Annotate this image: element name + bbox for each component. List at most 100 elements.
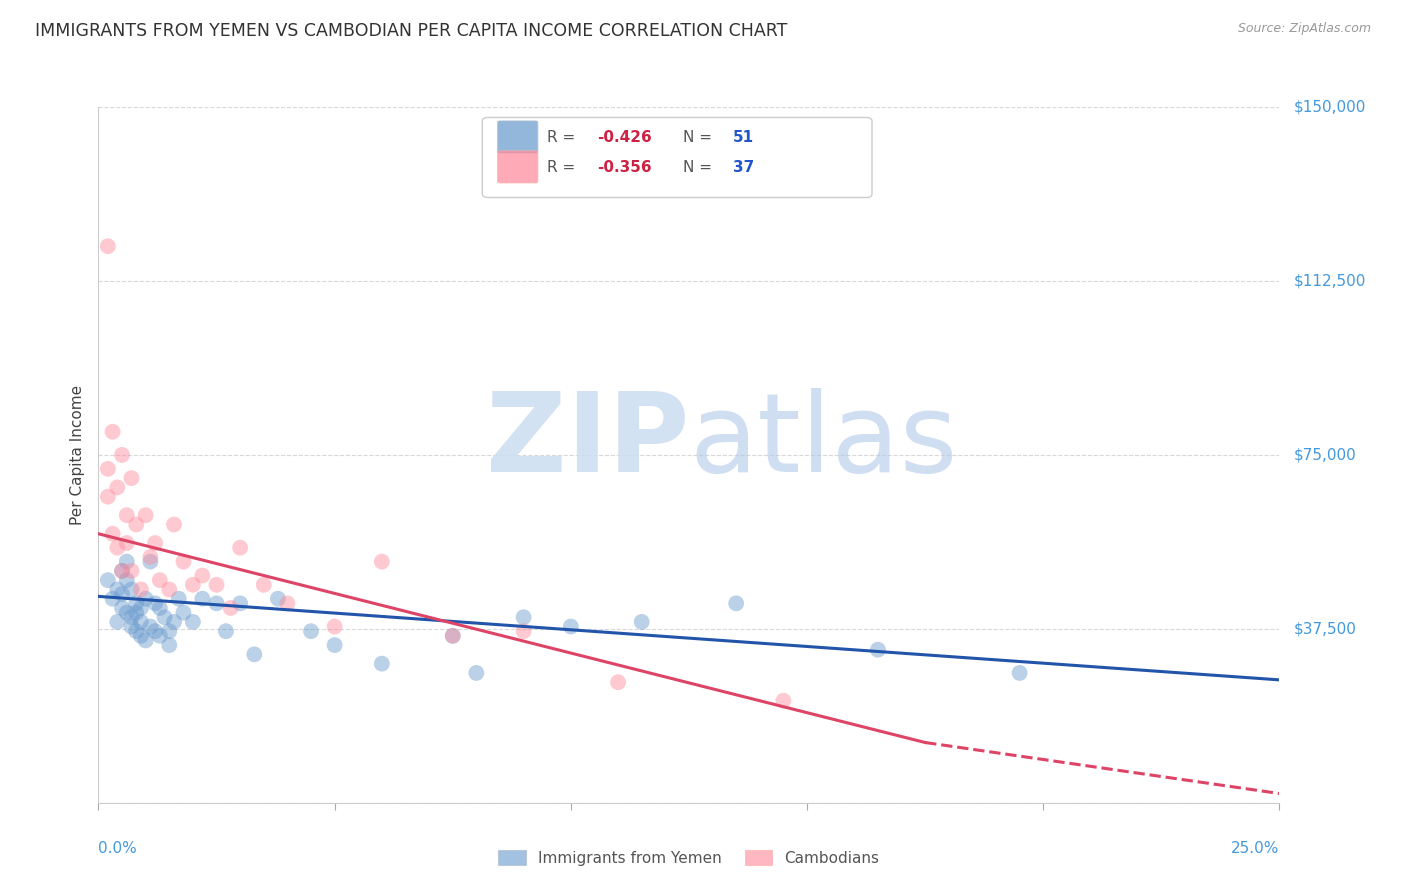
Point [135,633,157,648]
Point [607,675,630,690]
Point [441,629,464,643]
Point [157,624,180,639]
Text: IMMIGRANTS FROM YEMEN VS CAMBODIAN PER CAPITA INCOME CORRELATION CHART: IMMIGRANTS FROM YEMEN VS CAMBODIAN PER C… [35,22,787,40]
Point [149,573,172,587]
Point [101,591,124,606]
Point [115,606,138,620]
Point [323,638,346,652]
Point [163,517,186,532]
Point [371,555,394,569]
Point [135,508,157,523]
Point [125,517,148,532]
Point [121,619,143,633]
Point [105,541,128,555]
Point [97,239,120,253]
Point [181,615,204,629]
Text: N =: N = [683,130,717,145]
Text: -0.356: -0.356 [596,160,651,175]
Text: 37: 37 [733,160,754,175]
Point [630,615,652,629]
Point [323,619,346,633]
Text: -0.426: -0.426 [596,130,651,145]
FancyBboxPatch shape [498,151,537,183]
Point [205,596,228,610]
Point [267,591,290,606]
Point [135,591,157,606]
Point [101,526,124,541]
Point [205,578,228,592]
Point [181,578,204,592]
Point [111,587,134,601]
FancyBboxPatch shape [498,121,537,153]
Point [512,624,534,639]
Point [276,596,298,610]
Point [125,606,148,620]
Point [105,615,128,629]
FancyBboxPatch shape [482,118,872,197]
Point [143,624,166,639]
Point [97,573,120,587]
Point [725,596,748,610]
Point [129,582,152,597]
Point [125,596,148,610]
Text: atlas: atlas [689,387,957,494]
Point [139,619,162,633]
Point [121,471,143,485]
Point [121,564,143,578]
Point [512,610,534,624]
Point [97,490,120,504]
Point [153,610,176,624]
Point [253,578,276,592]
Point [115,573,138,587]
Point [143,536,166,550]
Point [465,665,488,680]
Legend: Immigrants from Yemen, Cambodians: Immigrants from Yemen, Cambodians [492,844,886,871]
Point [105,582,128,597]
Text: N =: N = [683,160,717,175]
Point [157,582,180,597]
Text: R =: R = [547,130,581,145]
Y-axis label: Per Capita Income: Per Capita Income [70,384,86,525]
Point [139,555,162,569]
Point [191,591,214,606]
Point [111,564,134,578]
Point [111,448,134,462]
Point [111,601,134,615]
Point [299,624,322,639]
Point [167,591,190,606]
Point [101,425,124,439]
Point [215,624,238,639]
Text: $75,000: $75,000 [1294,448,1357,462]
Point [97,462,120,476]
Point [772,694,794,708]
Point [866,642,889,657]
Point [105,480,128,494]
Point [129,601,152,615]
Text: 51: 51 [733,130,754,145]
Point [121,610,143,624]
Point [125,624,148,639]
Point [191,568,214,582]
Point [115,536,138,550]
Point [243,648,266,662]
Point [371,657,394,671]
Text: 0.0%: 0.0% [98,841,138,856]
Point [129,615,152,629]
Text: $112,500: $112,500 [1294,274,1365,288]
Point [143,596,166,610]
Point [115,508,138,523]
Text: $37,500: $37,500 [1294,622,1357,636]
Point [129,629,152,643]
Point [1008,665,1031,680]
Point [229,596,252,610]
Point [139,549,162,564]
Point [441,629,464,643]
Point [172,555,194,569]
Point [111,564,134,578]
Point [219,601,242,615]
Point [560,619,582,633]
Text: $150,000: $150,000 [1294,100,1365,114]
Point [157,638,180,652]
Point [149,601,172,615]
Point [163,615,186,629]
